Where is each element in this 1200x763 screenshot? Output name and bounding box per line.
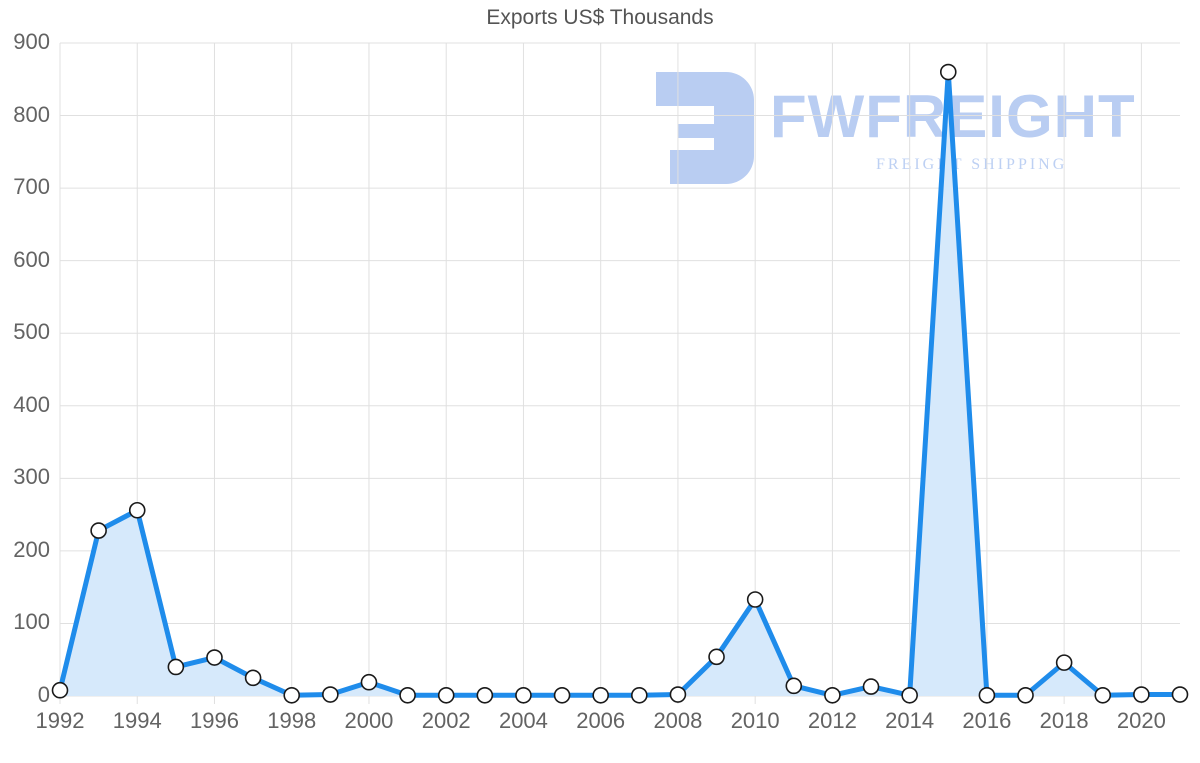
x-axis-tick-label: 1992 (35, 708, 85, 733)
x-axis-tick-label: 2004 (498, 708, 548, 733)
data-point-marker[interactable] (939, 63, 957, 81)
y-axis-tick-label: 500 (13, 319, 50, 345)
data-point-marker[interactable] (167, 658, 185, 676)
data-point-marker[interactable] (1094, 686, 1112, 704)
data-point-marker[interactable] (283, 686, 301, 704)
data-markers (51, 63, 1189, 704)
x-axis-tick-label: 2018 (1039, 708, 1089, 733)
data-point-marker[interactable] (90, 522, 107, 539)
x-axis-tick-label: 2006 (576, 708, 626, 733)
x-axis-tick-label: 2012 (807, 708, 857, 733)
data-point-marker[interactable] (708, 648, 725, 666)
x-axis-tick-label: 2000 (344, 708, 394, 733)
x-axis-tick-label: 1994 (112, 708, 162, 733)
data-point-marker[interactable] (437, 686, 455, 704)
data-point-marker[interactable] (592, 686, 609, 704)
data-point-marker[interactable] (51, 681, 69, 699)
x-axis-tick-label: 2008 (653, 708, 703, 733)
x-axis-tick-label: 1996 (189, 708, 239, 733)
series-area (60, 72, 1180, 696)
data-point-marker[interactable] (862, 678, 880, 695)
data-point-marker[interactable] (824, 686, 841, 704)
data-point-marker[interactable] (399, 686, 416, 704)
chart-title: Exports US$ Thousands (486, 6, 714, 29)
x-axis-tick-label: 2014 (885, 708, 935, 733)
data-point-marker[interactable] (1171, 686, 1189, 703)
data-point-marker[interactable] (553, 686, 571, 704)
data-point-marker[interactable] (978, 686, 996, 704)
data-point-marker[interactable] (1133, 686, 1150, 703)
data-line (57, 69, 1183, 698)
data-point-marker[interactable] (515, 686, 532, 704)
data-point-marker[interactable] (1017, 686, 1034, 704)
gridlines (59, 42, 1180, 704)
data-point-marker[interactable] (206, 649, 223, 666)
area-fill (60, 72, 1180, 696)
x-axis-tick-label: 1998 (267, 708, 317, 733)
y-axis-tick-label: 0 (37, 682, 50, 707)
data-point-marker[interactable] (476, 686, 494, 704)
y-axis-tick-label: 400 (13, 391, 50, 417)
series-line (57, 69, 1183, 698)
y-axis-tick-label: 200 (13, 536, 50, 562)
y-axis-tick-label: 100 (13, 609, 50, 635)
data-point-marker[interactable] (322, 686, 339, 703)
y-axis-tick-label: 300 (13, 464, 50, 490)
x-axis-tick-label: 2020 (1116, 708, 1166, 733)
y-axis-tick-label: 700 (13, 174, 50, 200)
data-point-marker[interactable] (244, 669, 262, 687)
y-axis-tick-label: 800 (13, 101, 50, 127)
x-axis-tick-label: 2010 (730, 708, 780, 733)
data-point-marker[interactable] (669, 686, 687, 703)
y-axis-tick-label: 900 (13, 29, 50, 54)
data-point-marker[interactable] (1055, 654, 1073, 671)
data-point-marker[interactable] (360, 673, 378, 691)
data-point-marker[interactable] (631, 686, 648, 704)
data-point-marker[interactable] (746, 591, 764, 608)
data-point-marker[interactable] (901, 686, 918, 704)
y-axis-tick-label: 600 (13, 246, 50, 272)
data-point-marker[interactable] (785, 677, 803, 695)
data-point-marker[interactable] (128, 501, 146, 519)
x-axis-tick-label: 2002 (421, 708, 471, 733)
x-axis-tick-label: 2016 (962, 708, 1012, 733)
